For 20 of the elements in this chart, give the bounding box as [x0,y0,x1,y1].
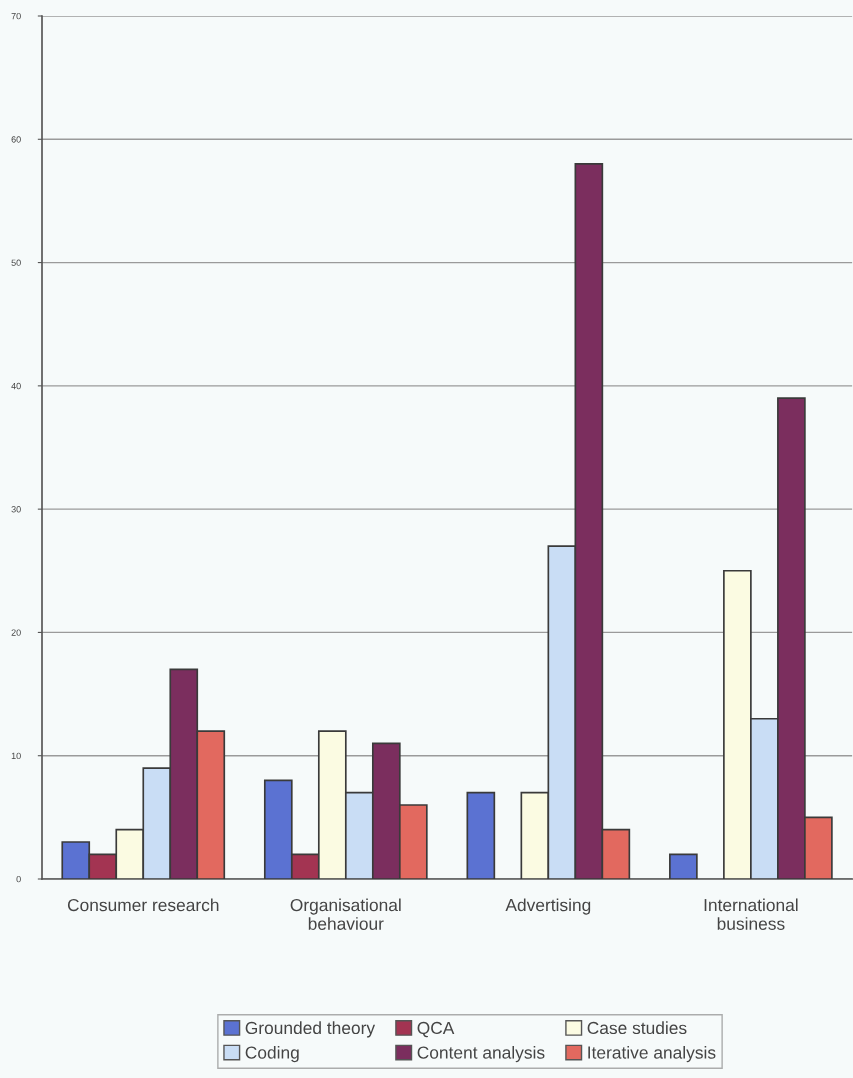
y-tick-label: 50 [11,259,21,266]
x-tick-label: Organisational behaviour [290,898,401,930]
legend-label: Content analysis [417,1045,545,1063]
bar [466,791,496,879]
y-tick-label: 0 [16,875,21,883]
legend-label: Coding [245,1045,299,1063]
y-tick-label: 20 [11,629,21,636]
x-tick-label: International business [704,898,798,930]
legend-label: QCA [417,1021,455,1038]
legend-label: Grounded theory [245,1021,376,1038]
legend-label: Iterative analysis [588,1045,716,1063]
y-tick-label: 10 [11,752,21,760]
y-tick-label: 60 [11,136,21,143]
bar [669,853,698,879]
y-tick-label: 40 [11,382,21,390]
x-tick-label: Consumer research [67,898,219,912]
y-tick-label: 30 [11,506,21,513]
legend-label: Case studies [587,1021,687,1035]
x-tick-label: Advertising [505,898,591,915]
y-tick-label: 70 [11,12,21,20]
